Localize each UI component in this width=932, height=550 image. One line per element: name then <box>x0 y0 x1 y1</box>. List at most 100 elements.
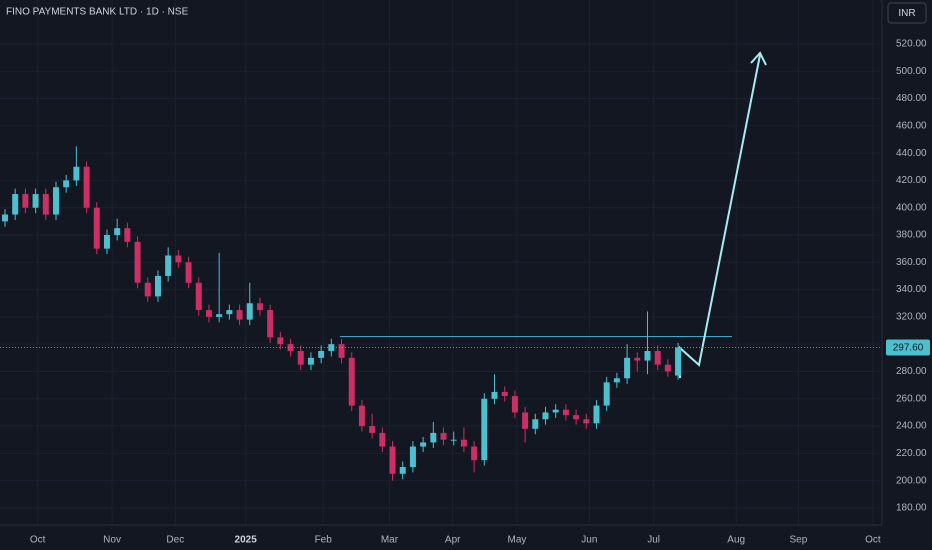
candle-body <box>399 467 406 474</box>
candle-body <box>624 357 631 379</box>
candle-body <box>63 180 70 188</box>
candle-body <box>430 432 437 443</box>
candle-body <box>297 351 304 365</box>
candle-body <box>165 255 172 276</box>
x-tick-label: Mar <box>381 535 399 546</box>
x-tick-label: Apr <box>445 535 461 546</box>
candle-body <box>409 446 416 468</box>
y-tick-label: 460.00 <box>896 120 927 131</box>
x-tick-label: Jul <box>647 535 660 546</box>
candle-body <box>593 405 600 424</box>
candle-body <box>287 344 294 352</box>
candle-body <box>114 228 121 236</box>
candle-body <box>522 412 529 429</box>
y-tick-label: 360.00 <box>896 257 927 268</box>
candle-body <box>246 303 253 320</box>
candle-body <box>175 255 182 263</box>
candle-body <box>613 378 620 383</box>
y-tick-label: 340.00 <box>896 284 927 295</box>
candle-body <box>532 419 539 429</box>
candle-body <box>583 419 590 424</box>
candle-body <box>195 282 202 311</box>
candle-body <box>634 357 641 361</box>
last-price-label: 297.60 <box>893 343 924 354</box>
candle-body <box>73 166 80 181</box>
candle-body <box>52 187 59 215</box>
x-tick-label: 2025 <box>235 535 258 546</box>
candle-body <box>256 303 263 311</box>
x-tick-label: Oct <box>30 535 46 546</box>
y-tick-label: 380.00 <box>896 230 927 241</box>
candle-body <box>134 241 141 283</box>
x-tick-label: Nov <box>103 535 121 546</box>
candle-body <box>603 382 610 406</box>
currency-box[interactable] <box>887 2 927 24</box>
candle-body <box>216 314 223 317</box>
candle-body <box>644 351 651 361</box>
currency-label: INR <box>898 8 915 19</box>
candle-body <box>450 439 457 441</box>
candle-body <box>103 235 110 249</box>
candle-body <box>42 194 49 215</box>
candle-body <box>511 396 518 413</box>
chart-title: FINO PAYMENTS BANK LTD · 1D · NSE <box>6 7 189 18</box>
y-tick-label: 520.00 <box>896 39 927 50</box>
y-tick-label: 260.00 <box>896 393 927 404</box>
candle-body <box>236 310 243 320</box>
y-tick-label: 200.00 <box>896 475 927 486</box>
candle-body <box>542 412 549 420</box>
y-tick-label: 320.00 <box>896 312 927 323</box>
candle-body <box>328 344 335 352</box>
candle-body <box>460 439 467 447</box>
candle-body <box>307 357 314 365</box>
last-price-box <box>886 339 930 356</box>
candle-body <box>32 194 39 208</box>
candle-body <box>491 391 498 399</box>
x-tick-label: May <box>507 535 526 546</box>
candle-body <box>124 228 131 242</box>
candle-body <box>12 194 19 215</box>
candle-body <box>93 207 100 249</box>
candle-body <box>267 310 274 338</box>
candle-body <box>573 415 580 420</box>
candle-body <box>144 282 151 297</box>
y-tick-label: 280.00 <box>896 366 927 377</box>
candle-body <box>654 351 661 365</box>
candle-body <box>22 194 29 208</box>
y-tick-label: 400.00 <box>896 202 927 213</box>
candle-body <box>501 391 508 397</box>
candle-body <box>552 409 559 413</box>
candle-body <box>318 351 325 358</box>
candle-body <box>481 398 488 461</box>
y-tick-label: 440.00 <box>896 148 927 159</box>
candle-body <box>358 405 365 427</box>
candle-body <box>185 262 192 283</box>
x-tick-label: Feb <box>315 535 333 546</box>
x-tick-label: Sep <box>790 535 808 546</box>
y-tick-label: 220.00 <box>896 448 927 459</box>
candle-body <box>369 426 376 433</box>
candle-body <box>348 357 355 406</box>
plot-area <box>0 51 880 481</box>
candle-body <box>205 310 212 317</box>
y-tick-label: 420.00 <box>896 175 927 186</box>
x-tick-label: Oct <box>865 535 881 546</box>
candle-body <box>471 446 478 461</box>
y-tick-label: 180.00 <box>896 503 927 514</box>
candle-body <box>562 409 569 416</box>
projection-arrowhead <box>750 51 767 66</box>
candle-body <box>664 364 671 372</box>
candle-body <box>154 275 161 297</box>
candle-body <box>338 344 345 358</box>
candle-body <box>420 442 427 447</box>
candle-body <box>675 347 682 376</box>
candle-body <box>379 432 386 447</box>
candle-body <box>226 310 233 315</box>
candle-body <box>1 214 8 222</box>
y-tick-label: 480.00 <box>896 93 927 104</box>
y-tick-label: 240.00 <box>896 421 927 432</box>
candle-body <box>83 166 90 208</box>
